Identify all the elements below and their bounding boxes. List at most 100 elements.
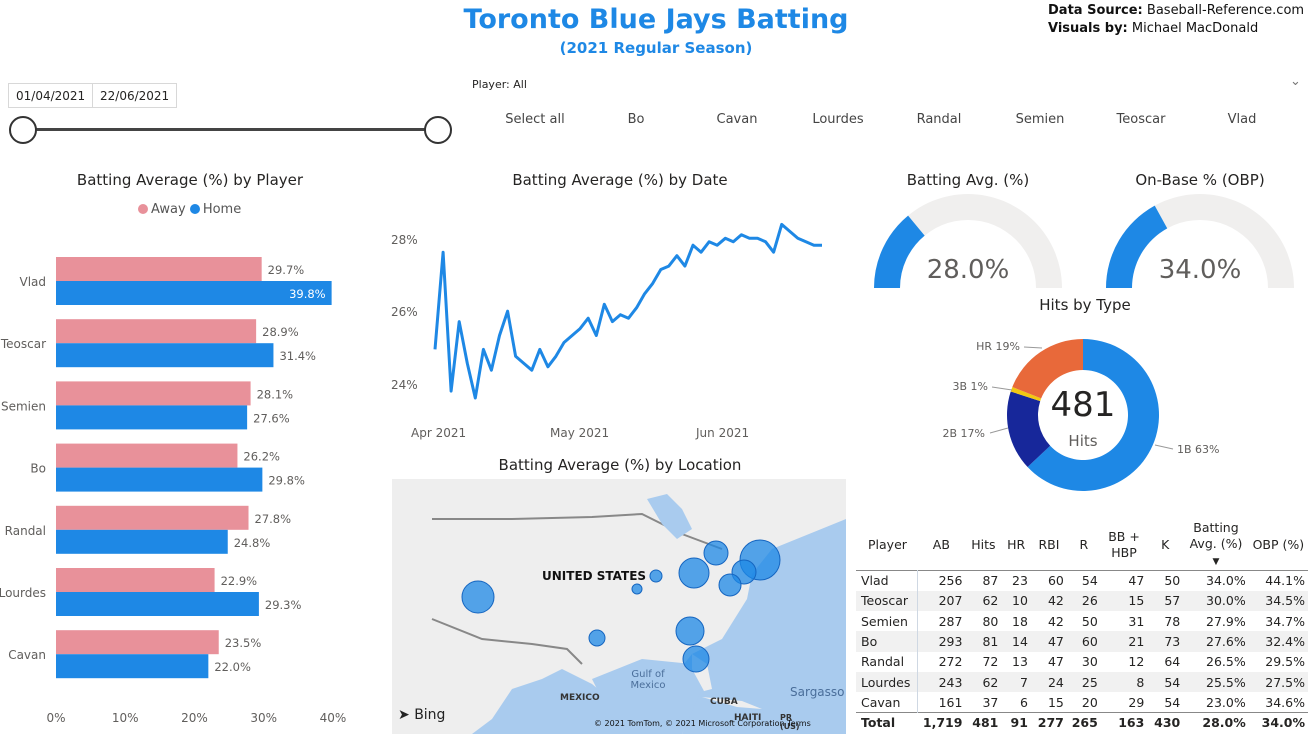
bar-home[interactable] [56,529,228,554]
north-america-land [392,479,846,734]
bar-home[interactable] [56,343,274,368]
cell-value: 27.5% [1265,674,1305,690]
cell-player-name: Bo [856,631,918,652]
start-date-input[interactable]: 01/04/2021 [8,83,94,108]
bar-home[interactable] [56,281,332,305]
cell-value: 287 [938,613,963,629]
bar-away[interactable] [56,319,257,344]
player-option-select-all[interactable]: Select all [505,112,565,127]
gauge-obp-value: 34.0% [1158,255,1242,285]
table-row[interactable]: Lourdes 243 62 7 24 25 8 54 25.5% 27.5% [856,671,1308,693]
x-tick-may: May 2021 [550,426,609,440]
bar-away[interactable] [56,257,262,281]
map-copyright-text: © 2021 TomTom, © 2021 Microsoft Corporat… [594,719,785,728]
bar-away[interactable] [56,381,251,406]
bubble-baltimore [718,573,742,597]
col-player[interactable]: Player [868,537,907,552]
col-bb-hbp[interactable]: BB + HBP [1108,529,1140,560]
bar-data-label: 29.8% [268,474,305,488]
gauge-obp-title: On-Base % (OBP) [1135,171,1265,189]
bar-home[interactable] [56,592,259,616]
date-slider-end-handle[interactable] [424,116,452,144]
cell-value: 80 [982,613,999,629]
map-title: Batting Average (%) by Location [498,456,742,474]
map-label-pr: PR (US) [780,713,800,731]
cell-value: 62 [982,593,999,609]
table-row[interactable]: Vlad 256 87 23 60 54 47 50 34.0% 44.1% [856,570,1308,591]
col-batting-avg[interactable]: Batting Avg. (%) ▼ [1183,520,1249,571]
col-hits[interactable]: Hits [971,537,996,552]
cell-value: 50 [1081,613,1098,629]
cell-player-name: Semien [856,611,918,632]
col-rbi[interactable]: RBI [1038,537,1060,552]
cell-value: 42 [1047,593,1064,609]
table-row[interactable]: Semien 287 80 18 42 50 31 78 27.9% 34.7% [856,611,1308,632]
chevron-down-icon[interactable]: ⌄ [1290,74,1301,89]
donut-slice-single[interactable] [1027,339,1159,491]
legend-home-label: Home [202,202,242,217]
sort-desc-icon[interactable]: ▼ [1212,557,1220,567]
map-label-mexico: MEXICO [560,693,600,703]
total-label: Total [856,712,918,733]
player-option-lourdes[interactable]: Lourdes [812,112,864,127]
bar-away[interactable] [56,505,249,530]
table-row[interactable]: Cavan 161 37 6 15 20 29 54 23.0% 34.6% [856,692,1308,713]
end-date-input[interactable]: 22/06/2021 [92,83,178,108]
player-option-randal[interactable]: Randal [916,112,962,127]
donut-leader-line [991,386,1013,391]
cell-player-name: Vlad [856,570,918,591]
table-header-row: Player AB Hits HR RBI R BB + HBP K Batti… [856,520,1308,571]
donut-slice-hr[interactable] [1012,339,1083,399]
bing-icon: ➤ [398,707,410,723]
total-value: 163 [1100,712,1148,733]
table-row[interactable]: Randal 272 72 13 47 30 12 64 26.5% 29.5% [856,651,1308,672]
donut-label-triple: 3B 1% [953,380,989,393]
x-tick-label: 0% [46,711,65,725]
player-option-cavan[interactable]: Cavan [716,112,758,127]
cell-value: 15 [1128,593,1145,609]
date-slider-start-handle[interactable] [9,116,37,144]
col-obp[interactable]: OBP (%) [1252,537,1305,552]
total-value: 34.0% [1248,712,1308,733]
great-lakes [647,494,692,539]
player-option-vlad[interactable]: Vlad [1227,112,1257,127]
bubble-cleveland [678,557,710,589]
location-map[interactable]: UNITED STATES Gulf of Mexico MEXICO CUBA… [392,479,846,734]
cell-value: 54 [1081,573,1098,589]
col-hr[interactable]: HR [1007,537,1026,552]
cell-value: 50 [1164,573,1181,589]
x-tick-label: 30% [250,711,277,725]
cell-value: 54 [1164,694,1181,710]
table-row[interactable]: Teoscar 207 62 10 42 26 15 57 30.0% 34.5% [856,590,1308,612]
bar-home[interactable] [56,654,209,679]
legend-away-swatch [138,204,148,214]
bubble-chicago [649,569,663,583]
bar-away[interactable] [56,568,215,592]
cell-value: 42 [1047,613,1064,629]
cell-value: 87 [982,573,999,589]
player-option-bo[interactable]: Bo [627,112,645,127]
col-ab[interactable]: AB [932,537,950,552]
line-chart: 28% 26% 24% Apr 2021 May 2021 Jun 2021 [391,222,822,440]
bar-home[interactable] [56,405,248,430]
cell-value: 18 [1012,613,1028,629]
player-option-semien[interactable]: Semien [1015,112,1065,127]
bar-chart-title: Batting Average (%) by Player [76,171,304,189]
donut-slice-double[interactable] [1007,391,1051,468]
date-slider-track[interactable] [22,128,438,131]
donut-slice-triple[interactable] [1010,387,1042,402]
page-subtitle: (2021 Regular Season) [559,39,753,57]
player-option-teoscar[interactable]: Teoscar [1116,112,1166,127]
cell-value: 161 [938,694,963,710]
cell-value: 34.7% [1265,613,1305,629]
col-r[interactable]: R [1079,537,1089,552]
bar-home[interactable] [56,467,263,492]
bar-away[interactable] [56,630,219,655]
col-k[interactable]: K [1161,537,1170,552]
table-row[interactable]: Bo 293 81 14 47 60 21 73 27.6% 32.4% [856,631,1308,652]
map-terms-link[interactable]: Terms [787,719,811,728]
x-tick-apr: Apr 2021 [411,426,466,440]
map-label-gulf: Gulf of Mexico [630,669,666,691]
bar-data-label: 28.9% [262,325,299,339]
bar-away[interactable] [56,443,238,468]
